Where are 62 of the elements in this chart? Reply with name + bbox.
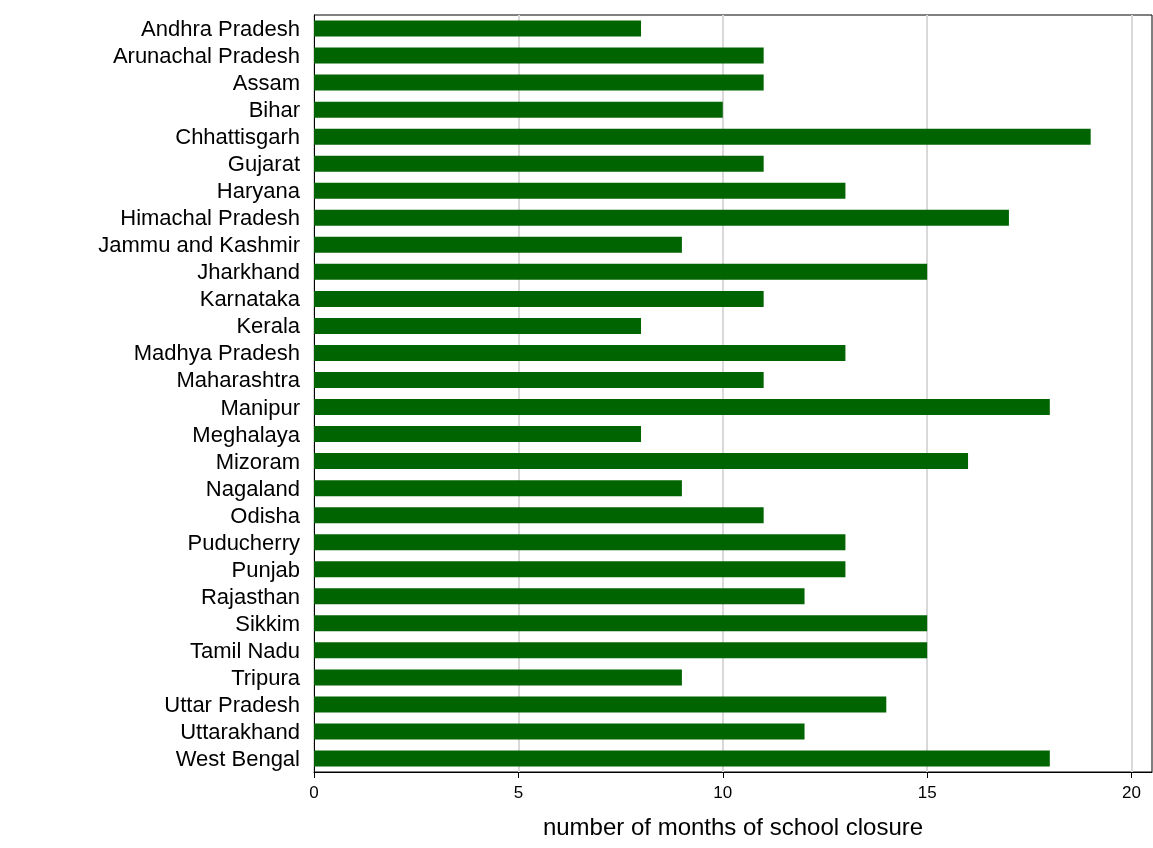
bar [314,236,682,253]
bar [314,371,764,388]
bar [314,642,928,659]
y-tick-label: Jammu and Kashmir [98,232,300,258]
x-tick-label: 15 [917,783,937,802]
bar [314,723,805,740]
y-tick-label: Arunachal Pradesh [112,43,300,69]
y-tick-label: Himachal Pradesh [120,205,300,231]
bar [314,209,1009,226]
y-tick-label: West Bengal [175,745,300,771]
y-tick-label: Odisha [230,502,301,528]
y-tick-label: Haryana [216,178,301,204]
bar [314,20,642,37]
bar [314,344,846,361]
y-tick-label: Manipur [220,394,300,420]
bar [314,696,887,713]
y-tick-label: Uttar Pradesh [164,691,300,717]
bar [314,561,846,578]
y-tick-label: Karnataka [199,286,301,312]
y-tick-label: Uttarakhand [180,718,300,744]
bar [314,615,928,632]
y-tick-label: Rajasthan [200,583,300,609]
bar [314,750,1050,767]
y-tick-label: Sikkim [235,610,300,636]
bar [314,263,928,280]
y-tick-label: Tamil Nadu [189,637,300,663]
x-axis-title: number of months of school closure [542,812,924,840]
y-tick-label: Madhya Pradesh [133,340,300,366]
bar [314,155,764,172]
x-tick-label: 5 [513,783,524,802]
bar [314,534,846,551]
bar [314,290,764,307]
bar [314,317,642,334]
bar [314,453,969,470]
y-tick-label: Nagaland [205,475,300,501]
y-tick-label: Gujarat [227,151,300,177]
bar [314,480,682,497]
bar [314,128,1091,145]
y-tick-label: Mizoram [215,448,300,474]
y-tick-label: Assam [232,70,300,96]
x-tick-label: 10 [713,783,733,802]
y-tick-label: Kerala [236,313,301,339]
y-tick-label: Puducherry [187,529,300,555]
y-tick-label: Maharashtra [176,367,301,393]
y-tick-label: Chhattisgarh [175,124,300,150]
bar [314,101,723,118]
y-tick-label: Punjab [231,556,300,582]
y-tick-label: Tripura [231,664,301,690]
bar [314,399,1050,416]
bar [314,47,764,64]
bar [314,74,764,91]
bar [314,669,682,686]
x-tick-label: 20 [1122,783,1142,802]
y-tick-label: Bihar [248,97,300,123]
bar [314,507,764,524]
x-tick-label: 0 [309,783,319,802]
bar [314,588,805,605]
y-tick-label: Jharkhand [197,259,300,285]
y-tick-label: Meghalaya [192,421,301,447]
bar [314,426,642,443]
bar [314,182,846,199]
y-tick-label: Andhra Pradesh [141,16,300,42]
